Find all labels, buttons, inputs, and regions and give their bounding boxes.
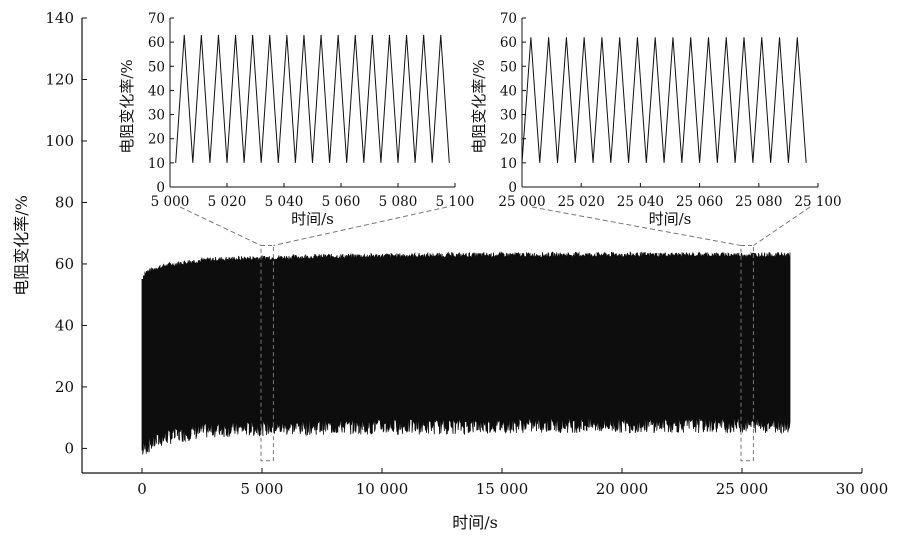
inset-1-x-axis-label: 时间/s bbox=[291, 210, 334, 228]
main-x-axis-label: 时间/s bbox=[452, 513, 498, 532]
inset-1-y-tick-label: 30 bbox=[148, 108, 165, 124]
inset-2-y-tick-label: 50 bbox=[500, 59, 517, 75]
inset-1-y-tick-label: 60 bbox=[148, 35, 165, 51]
inset-2-y-tick-label: 20 bbox=[500, 132, 517, 148]
inset-2-y-axis-label: 电阻变化率/% bbox=[470, 59, 488, 153]
main-x-tick-label: 30 000 bbox=[836, 480, 889, 498]
main-y-tick-label: 20 bbox=[55, 378, 74, 396]
inset-2-x-axis-label: 时间/s bbox=[649, 210, 692, 228]
main-y-axis-label: 电阻变化率/% bbox=[12, 195, 31, 296]
inset-plot-1: 0 10 20 30 40 50 60 70 5 000 5 020 5 040 5 060 5 080… bbox=[118, 11, 474, 228]
inset-1-x-tick-label: 5 080 bbox=[379, 194, 418, 210]
inset-1-y-tick-label: 10 bbox=[148, 156, 165, 172]
inset-2-x-tick-label: 25 080 bbox=[735, 194, 782, 210]
main-x-tick-label: 20 000 bbox=[596, 480, 649, 498]
inset-2-series-line bbox=[521, 37, 807, 163]
inset-1-x-tick-label: 5 020 bbox=[208, 194, 247, 210]
zoom-window-marker-2 bbox=[740, 245, 754, 462]
inset-2-y-tick-label: 10 bbox=[500, 156, 517, 172]
inset-1-x-tick-label: 5 100 bbox=[436, 194, 475, 210]
inset-1-x-tick-label: 5 040 bbox=[265, 194, 304, 210]
inset-2-x-tick-label: 25 040 bbox=[617, 194, 664, 210]
main-x-tick-label: 0 bbox=[137, 480, 147, 498]
inset-2-x-tick-label: 25 000 bbox=[498, 194, 545, 210]
inset-1-x-tick-label: 5 000 bbox=[151, 194, 190, 210]
zoom-connectors bbox=[179, 206, 811, 246]
main-y-tick-label: 0 bbox=[64, 439, 74, 457]
inset-2-y-tick-label: 60 bbox=[500, 35, 517, 51]
inset-1-y-axis-label: 电阻变化率/% bbox=[118, 59, 136, 153]
inset-1-y-tick-label: 70 bbox=[148, 11, 165, 27]
inset-2-x-tick-label: 25 020 bbox=[558, 194, 605, 210]
inset-2-y-tick-label: 70 bbox=[500, 11, 517, 27]
zoom-connector-left-1 bbox=[179, 206, 262, 246]
zoom-window-marker-1 bbox=[260, 245, 274, 462]
inset-2-y-tick-label: 0 bbox=[508, 180, 517, 196]
inset-2-y-tick-label: 30 bbox=[500, 108, 517, 124]
inset-1-y-tick-label: 20 bbox=[148, 132, 165, 148]
main-y-tick-label: 40 bbox=[55, 316, 74, 334]
main-y-tick-label: 100 bbox=[45, 132, 74, 150]
inset-1-y-tick-label: 50 bbox=[148, 59, 165, 75]
inset-2-y-tick-label: 40 bbox=[500, 83, 517, 99]
main-series-line bbox=[141, 251, 791, 455]
inset-1-x-tick-label: 5 060 bbox=[322, 194, 361, 210]
inset-1-y-tick-label: 0 bbox=[156, 180, 165, 196]
inset-2-x-tick-label: 25 100 bbox=[794, 194, 841, 210]
main-x-tick-label: 5 000 bbox=[241, 480, 284, 498]
main-y-tick-label: 60 bbox=[55, 255, 74, 273]
inset-1-y-tick-label: 40 bbox=[148, 83, 165, 99]
main-y-tick-label: 140 bbox=[45, 9, 74, 27]
inset-2-x-tick-label: 25 060 bbox=[676, 194, 723, 210]
zoom-connector-right-2 bbox=[753, 206, 811, 246]
zoom-connector-right-1 bbox=[273, 206, 448, 246]
main-y-tick-label: 120 bbox=[45, 70, 74, 88]
main-y-tick-label: 80 bbox=[55, 193, 74, 211]
zoom-connector-left-2 bbox=[531, 206, 742, 246]
inset-1-series-line bbox=[175, 34, 450, 163]
inset-plot-2: 0 10 20 30 40 50 60 70 25 000 25 020 25 040 25 060 2… bbox=[470, 11, 842, 228]
main-x-tick-label: 10 000 bbox=[356, 480, 409, 498]
main-x-tick-label: 15 000 bbox=[476, 480, 529, 498]
main-x-tick-label: 25 000 bbox=[716, 480, 769, 498]
